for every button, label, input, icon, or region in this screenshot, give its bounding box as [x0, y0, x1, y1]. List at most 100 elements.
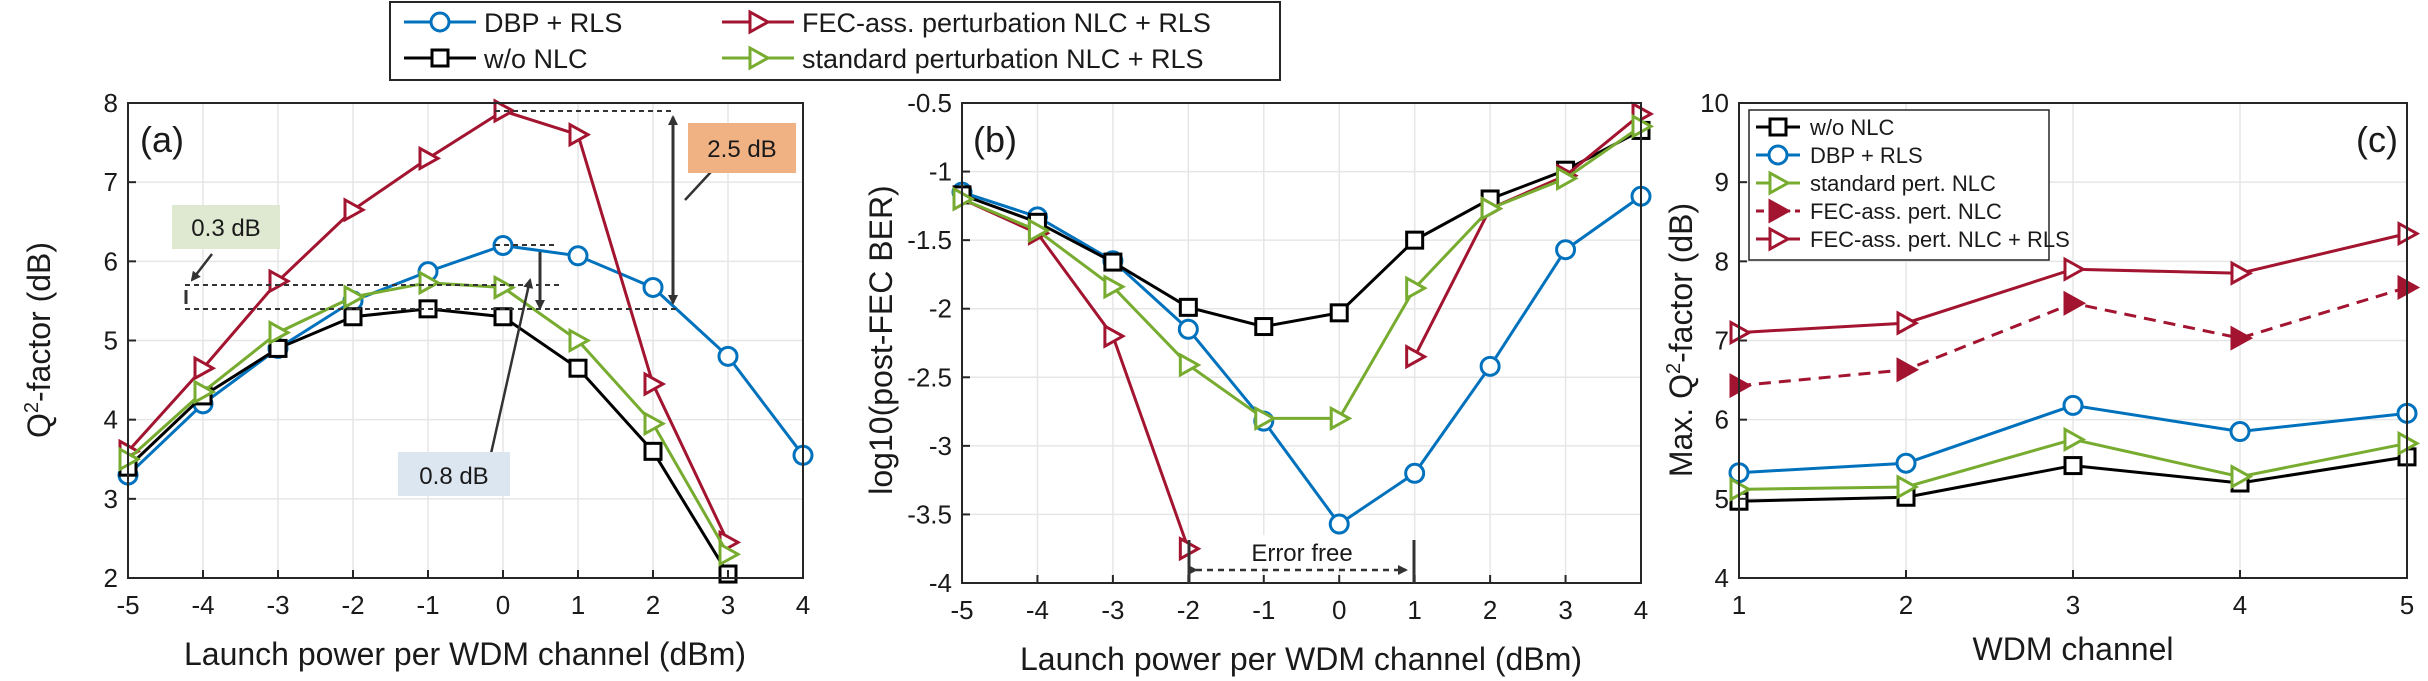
x-tick-label: 3 — [2066, 590, 2080, 620]
panel-label: (c) — [2356, 119, 2398, 160]
legend-label: w/o NLC — [1809, 115, 1894, 140]
data-point — [1179, 320, 1197, 338]
data-point — [645, 443, 661, 459]
circle-marker-icon — [431, 13, 449, 31]
data-point — [1330, 515, 1348, 533]
data-point — [645, 414, 663, 434]
x-tick-label: 1 — [1732, 590, 1746, 620]
x-tick-label: 2 — [646, 590, 660, 620]
x-tick-label: 2 — [1899, 590, 1913, 620]
x-tick-label: -2 — [341, 590, 364, 620]
legend-c: w/o NLC DBP + RLS standard pert. NLC FEC-as… — [1749, 110, 2070, 260]
x-tick-label: -4 — [1026, 595, 1049, 625]
series-line — [962, 130, 1641, 326]
figure: DBP + RLS FEC-ass. perturbation NLC + RL… — [0, 0, 2428, 681]
grid — [962, 103, 1641, 583]
data-point — [2065, 429, 2083, 449]
data-point — [2232, 263, 2250, 283]
y-axis-label: Q2-factor (dB) — [21, 242, 57, 438]
x-axis-label: Launch power per WDM channel (dBm) — [1020, 641, 1582, 677]
leader-arrow — [192, 254, 212, 280]
x-tick-label: 3 — [721, 590, 735, 620]
x-tick-label: 0 — [496, 590, 510, 620]
error-free-label: Error free — [1251, 540, 1352, 567]
square-marker-icon — [432, 50, 448, 66]
data-point — [1407, 232, 1423, 248]
data-point — [2065, 458, 2081, 474]
x-tick-label: -2 — [1177, 595, 1200, 625]
y-tick-label: 9 — [1715, 167, 1729, 197]
legend-marker-icon — [1769, 146, 1787, 164]
data-point — [1331, 305, 1347, 321]
annotation-2-5db: 2.5 dB — [707, 136, 776, 163]
x-axis-label: WDM channel — [1973, 631, 2174, 667]
y-tick-label: -3 — [929, 431, 952, 461]
panel-label: (a) — [140, 119, 184, 160]
x-tick-label: 4 — [1634, 595, 1648, 625]
x-tick-label: 2 — [1483, 595, 1497, 625]
data-point — [1557, 241, 1575, 259]
data-point — [2064, 396, 2082, 414]
x-tick-label: -3 — [1101, 595, 1124, 625]
data-point — [645, 374, 663, 394]
y-tick-label: 5 — [1715, 484, 1729, 514]
x-tick-label: 4 — [2233, 590, 2247, 620]
y-tick-label: 3 — [104, 484, 118, 514]
leader-arrow — [490, 280, 530, 458]
data-point — [495, 309, 511, 325]
x-tick-label: 4 — [796, 590, 810, 620]
y-tick-label: -2.5 — [907, 362, 952, 392]
data-point — [1105, 254, 1121, 270]
y-tick-label: 10 — [1700, 88, 1729, 118]
annotation-group: 0.3 dB 2.5 dB 0.8 dB — [172, 111, 796, 496]
series-line — [128, 246, 803, 476]
data-point — [569, 247, 587, 265]
y-axis-label: Max. Q2-factor (dB) — [1663, 203, 1699, 477]
x-tick-label: 3 — [1558, 595, 1572, 625]
y-tick-label: 7 — [104, 167, 118, 197]
y-tick-label: 6 — [1715, 405, 1729, 435]
x-tick-label: -1 — [1252, 595, 1275, 625]
legend-label: DBP + RLS — [484, 8, 622, 38]
x-tick-label: -5 — [116, 590, 139, 620]
data-point — [1898, 360, 1916, 380]
data-point — [570, 360, 586, 376]
y-tick-label: 8 — [104, 88, 118, 118]
annotation-0-8db: 0.8 dB — [419, 463, 488, 490]
y-tick-label: -1.5 — [907, 225, 952, 255]
legend-marker-icon — [1770, 119, 1786, 135]
y-tick-label: 7 — [1715, 326, 1729, 356]
y-tick-label: 2 — [104, 563, 118, 593]
legend-label: standard perturbation NLC + RLS — [802, 44, 1203, 74]
x-tick-label: -3 — [266, 590, 289, 620]
data-point — [1256, 319, 1272, 335]
series-group — [119, 101, 812, 582]
y-tick-label: 4 — [1715, 563, 1729, 593]
data-point — [1898, 313, 1916, 333]
data-point — [719, 347, 737, 365]
x-axis-label: Launch power per WDM channel (dBm) — [184, 636, 746, 672]
x-tick-label: -5 — [950, 595, 973, 625]
series-line — [962, 192, 1641, 524]
x-tick-label: 5 — [2400, 590, 2414, 620]
x-tick-label: -4 — [191, 590, 214, 620]
error-free-annotation: Error free — [1189, 535, 1414, 583]
y-tick-label: 5 — [104, 326, 118, 356]
data-point — [420, 148, 438, 168]
legend-label: standard pert. NLC — [1810, 171, 1996, 196]
data-point — [495, 277, 513, 297]
plot-frame — [962, 103, 1641, 583]
legend-label: FEC-ass. pert. NLC — [1810, 199, 2002, 224]
y-tick-label: -0.5 — [907, 88, 952, 118]
y-tick-label: -2 — [929, 294, 952, 324]
data-point — [2231, 423, 2249, 441]
data-point — [345, 200, 363, 220]
data-point — [1406, 464, 1424, 482]
y-tick-label: -1 — [929, 157, 952, 187]
y-tick-label: 4 — [104, 405, 118, 435]
x-tick-label: 1 — [571, 590, 585, 620]
data-point — [2065, 259, 2083, 279]
legend-label: FEC-ass. pert. NLC + RLS — [1810, 227, 2070, 252]
annotation-0-3db: 0.3 dB — [191, 215, 260, 242]
top-legend: DBP + RLS FEC-ass. perturbation NLC + RL… — [390, 2, 1280, 80]
